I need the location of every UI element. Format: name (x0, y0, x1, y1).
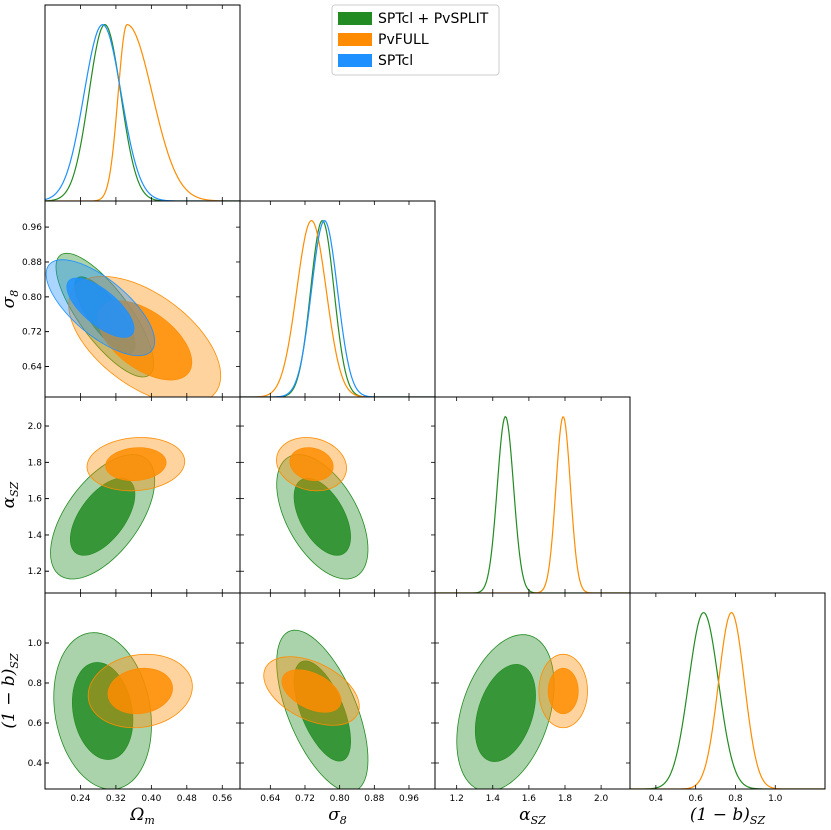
xtick-label-bSZ: 1.0 (768, 794, 783, 804)
panel-frame (629, 592, 826, 790)
ytick-label-aSZ: 1.8 (28, 458, 43, 468)
yaxis-label-aSZ: αSZ (0, 481, 21, 508)
legend-label-1: PvFULL (378, 32, 429, 48)
panel-content (53, 632, 193, 789)
xtick-label-om: 0.40 (141, 794, 161, 804)
panel-frame (239, 200, 436, 398)
legend-box (331, 4, 500, 76)
legend-label-0: SPTcl + PvSPLIT (378, 11, 489, 27)
ytick-label-bSZ: 0.6 (28, 719, 43, 729)
xaxis-label-s8: σ8 (328, 805, 347, 827)
panel-bSZ-bSZ (629, 592, 826, 790)
ytick-label-aSZ: 2.0 (28, 422, 43, 432)
panel-om-om (44, 4, 241, 202)
xtick-label-s8: 0.80 (330, 794, 350, 804)
panel-content (276, 437, 369, 580)
yaxis-label-s8: σ8 (0, 290, 21, 309)
marginal-curve-aSZ-0 (435, 415, 630, 593)
xtick-label-s8: 0.96 (399, 794, 419, 804)
ytick-label-bSZ: 1.0 (28, 639, 43, 649)
contour-68-om-s8-2 (66, 277, 135, 338)
ytick-label-aSZ: 1.4 (28, 531, 43, 541)
panel-content (45, 252, 222, 397)
panel-om-s8 (44, 200, 241, 398)
ytick-label-aSZ: 1.6 (28, 495, 43, 505)
ytick-label-s8: 0.80 (22, 293, 42, 303)
panel-frame (434, 396, 631, 594)
marginal-curve-s8-0 (240, 220, 435, 397)
panel-om-bSZ (44, 592, 241, 790)
ytick-label-bSZ: 0.8 (28, 679, 43, 689)
marginal-curve-aSZ-1 (435, 416, 630, 593)
contour-68-om-bSZ-1 (107, 667, 173, 715)
marginal-curve-bSZ-1 (630, 611, 825, 789)
panel-aSZ-bSZ (434, 592, 631, 790)
xtick-label-aSZ: 1.8 (558, 794, 573, 804)
panel-content (240, 220, 435, 397)
contour-68-s8-aSZ-1 (289, 447, 334, 481)
xtick-label-aSZ: 1.4 (486, 794, 501, 804)
contour-68-aSZ-bSZ-0 (474, 664, 536, 762)
legend-label-2: SPTcl (378, 53, 413, 69)
panel-content (50, 437, 186, 580)
xaxis-label-om: Ωm (129, 805, 155, 827)
ytick-label-s8: 0.96 (22, 223, 42, 233)
marginal-curve-s8-2 (240, 220, 435, 397)
ytick-label-s8: 0.64 (22, 363, 42, 373)
xtick-label-bSZ: 0.6 (688, 794, 703, 804)
panel-s8-s8 (239, 200, 436, 398)
yaxis-label-bSZ: (1 − b)SZ (0, 653, 21, 729)
ytick-label-s8: 0.72 (22, 328, 42, 338)
ytick-label-bSZ: 0.4 (28, 759, 43, 769)
xtick-label-om: 0.56 (212, 794, 232, 804)
panel-aSZ-aSZ (434, 396, 631, 594)
marginal-curve-om-0 (45, 24, 240, 201)
xtick-label-aSZ: 1.6 (522, 794, 537, 804)
xtick-label-aSZ: 2.0 (594, 794, 609, 804)
panel-om-aSZ (44, 396, 241, 594)
xtick-label-s8: 0.72 (295, 794, 315, 804)
xaxis-label-bSZ: (1 − b)SZ (690, 805, 766, 827)
panel-s8-aSZ (239, 396, 436, 594)
legend-swatch-0 (338, 12, 372, 25)
marginal-curve-om-1 (45, 23, 240, 201)
xtick-label-aSZ: 1.2 (450, 794, 464, 804)
legend: SPTcl + PvSPLIT PvFULL SPTcl (331, 4, 500, 76)
panel-content (263, 629, 369, 789)
contour-68-s8-bSZ-1 (281, 669, 342, 713)
contour-68-aSZ-bSZ-1 (547, 667, 579, 715)
panel-content (45, 23, 240, 201)
marginal-curve-bSZ-0 (630, 612, 825, 789)
xtick-label-om: 0.32 (106, 794, 126, 804)
contour-68-om-aSZ-1 (105, 447, 167, 481)
xtick-label-om: 0.48 (177, 794, 197, 804)
contour-68-om-aSZ-0 (69, 477, 136, 556)
xaxis-label-aSZ: αSZ (519, 805, 546, 827)
xtick-label-om: 0.24 (70, 794, 90, 804)
ytick-label-s8: 0.88 (22, 258, 42, 268)
xtick-label-bSZ: 0.8 (728, 794, 743, 804)
marginal-curve-om-2 (45, 23, 240, 201)
legend-swatch-2 (338, 54, 372, 67)
xtick-label-s8: 0.88 (364, 794, 384, 804)
xtick-label-bSZ: 0.4 (649, 794, 664, 804)
marginal-curve-s8-1 (240, 220, 435, 397)
xtick-label-s8: 0.64 (260, 794, 280, 804)
ytick-label-aSZ: 1.2 (28, 567, 42, 577)
contour-68-s8-aSZ-0 (293, 477, 351, 556)
legend-swatch-1 (338, 33, 372, 46)
panel-content (630, 611, 825, 789)
panel-content (435, 415, 630, 593)
panel-content (456, 634, 588, 789)
panel-s8-bSZ (239, 592, 436, 790)
